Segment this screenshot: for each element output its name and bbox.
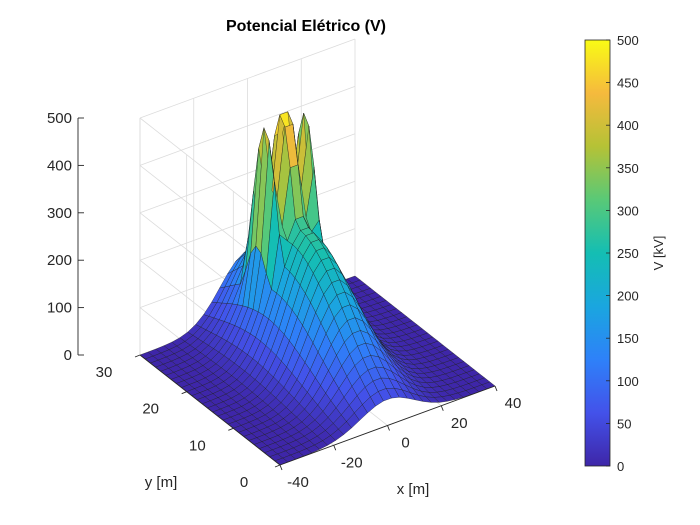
grid-line	[139, 86, 356, 166]
x-tick-mark	[440, 405, 444, 411]
colorbar-tick-label: 500	[617, 33, 639, 48]
y-tick-mark	[274, 464, 281, 468]
y-tick-mark	[181, 391, 187, 395]
colorbar-tick-label: 200	[617, 289, 639, 304]
x-tick-mark	[387, 425, 390, 431]
colorbar-tick-label: 250	[617, 246, 639, 261]
colorbar: 0 50 100 150 200 250 300 350 400 450 500 V [kV]	[584, 33, 666, 474]
x-tick-label: 0	[401, 435, 409, 452]
y-tick-mark	[228, 427, 234, 431]
colorbar-gradient	[584, 39, 611, 467]
colorbar-tick-label: 350	[617, 161, 639, 176]
y-tick-label: 0	[240, 474, 248, 491]
colorbar-label: V [kV]	[651, 236, 666, 271]
colorbar-tick-label: 0	[617, 459, 624, 474]
z-tick-label: 400	[47, 157, 72, 174]
grid-line	[139, 38, 356, 119]
z-tick-label: 0	[64, 347, 72, 364]
x-tick-label: -20	[341, 454, 363, 471]
y-tick-label: 10	[189, 437, 206, 454]
x-tick-mark	[494, 385, 498, 392]
x-tick-label: 20	[451, 415, 468, 432]
grid-line	[139, 180, 356, 261]
colorbar-tick-label: 450	[617, 76, 639, 91]
colorbar-tick-label: 50	[617, 416, 631, 431]
z-tick-label: 500	[47, 110, 72, 127]
y-tick-label: 30	[96, 364, 113, 381]
x-tick-label: -40	[287, 474, 309, 491]
y-tick-mark	[134, 354, 141, 358]
z-tick-label: 200	[47, 252, 72, 269]
y-tick-label: 20	[142, 401, 159, 418]
z-tick-label: 300	[47, 205, 72, 222]
z-tick-label: 100	[47, 300, 72, 317]
colorbar-tick-label: 400	[617, 118, 639, 133]
x-axis-label: x [m]	[397, 481, 430, 498]
x-tick-mark	[279, 464, 283, 471]
colorbar-tick-label: 150	[617, 331, 639, 346]
y-axis-line	[139, 354, 281, 466]
colorbar-ticks: 0 50 100 150 200 250 300 350 400 450 500	[606, 33, 639, 474]
colorbar-tick-label: 100	[617, 374, 639, 389]
colorbar-tick-label: 300	[617, 203, 639, 218]
chart-title: Potencial Elétrico (V)	[226, 18, 386, 35]
x-tick-mark	[333, 445, 337, 451]
grid-line	[139, 133, 356, 214]
y-axis-label: y [m]	[145, 474, 178, 491]
x-tick-label: 40	[505, 395, 522, 412]
surface-plot	[139, 111, 496, 466]
